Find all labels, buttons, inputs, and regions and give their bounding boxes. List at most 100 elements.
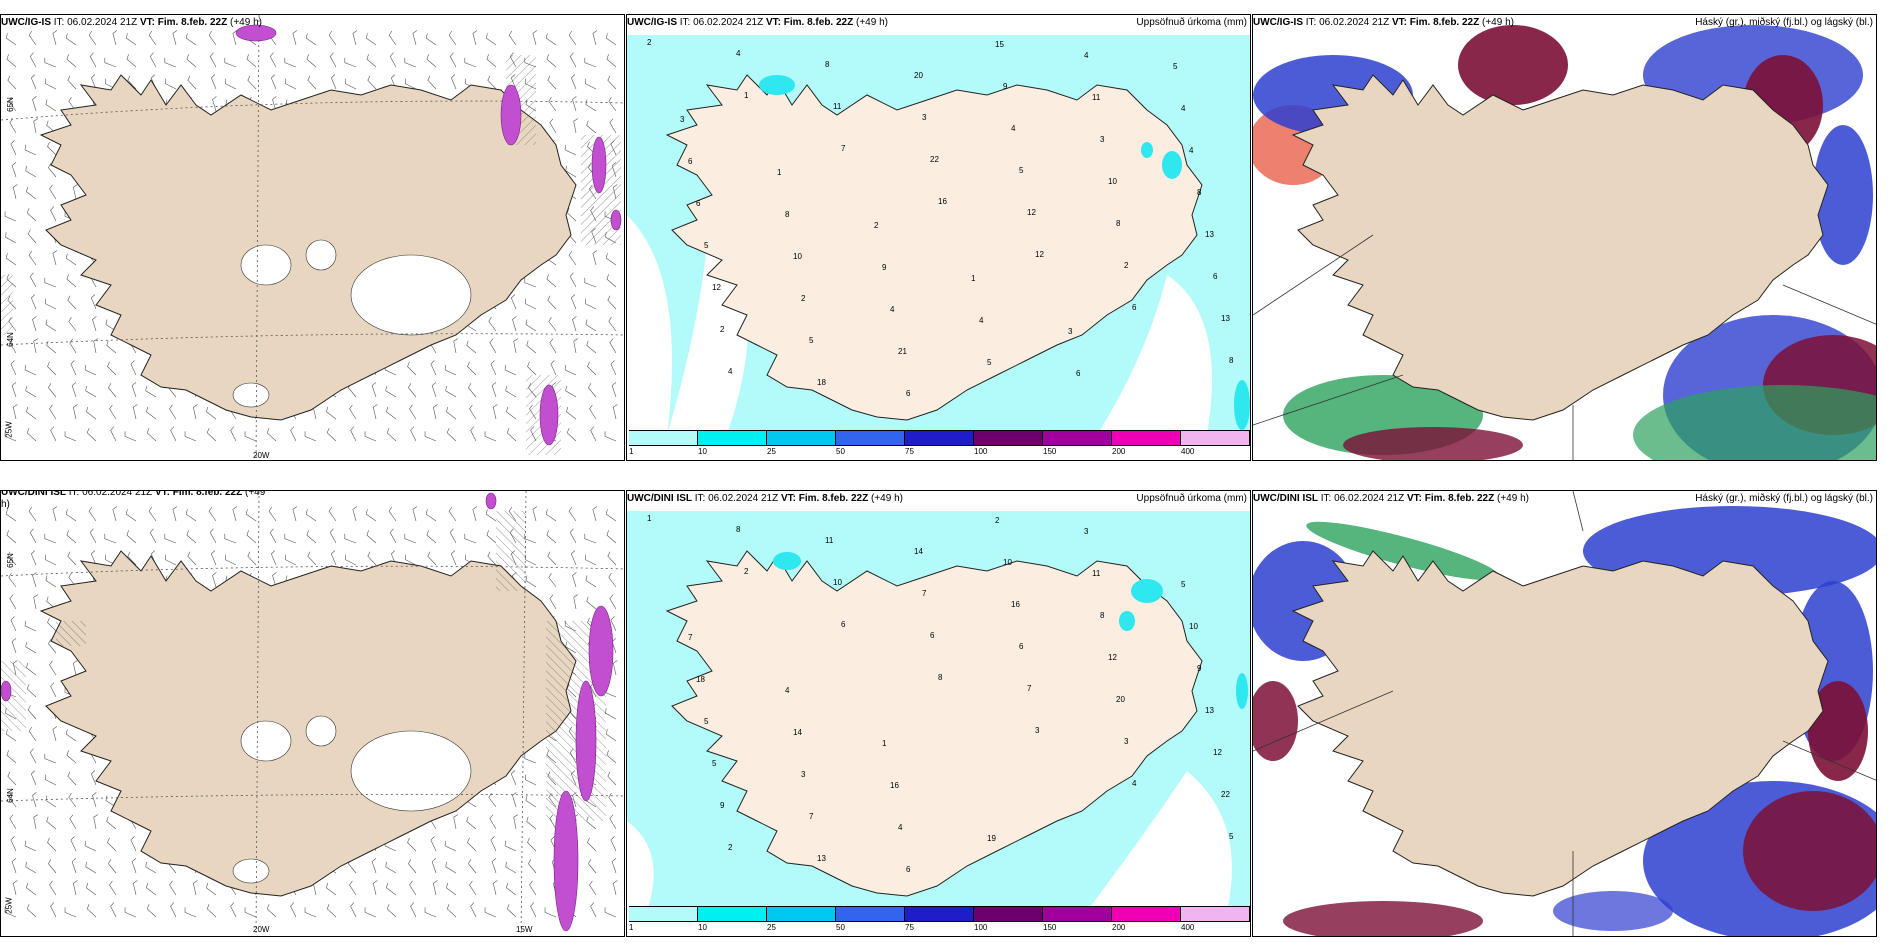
wind-barb <box>453 814 459 830</box>
wind-barb <box>272 96 277 112</box>
wind-barb <box>326 428 337 442</box>
wind-barb <box>270 74 277 90</box>
wind-barb <box>568 250 577 266</box>
wind-barb <box>6 530 17 544</box>
wind-barb <box>104 533 117 544</box>
wind-barb <box>90 770 97 786</box>
wind-barb <box>609 594 617 610</box>
wind-barb <box>72 404 78 420</box>
precip-value: 4 <box>1084 51 1089 60</box>
wind-barb <box>124 907 137 918</box>
wind-barb <box>408 383 417 398</box>
precip-value: 5 <box>712 759 717 768</box>
wind-barb <box>505 385 517 398</box>
wind-barb <box>612 404 618 420</box>
precip-value: 11 <box>1092 569 1101 578</box>
wind-barb <box>110 902 117 918</box>
wind-barb <box>86 882 97 896</box>
wind-barb <box>270 550 277 566</box>
wind-barb <box>48 859 57 874</box>
panel-title-right: Uppsöfnuð úrkoma (mm) <box>1136 493 1247 504</box>
wind-barb <box>104 57 117 68</box>
precip-value: 5 <box>704 717 709 726</box>
wind-barb <box>449 52 457 68</box>
wind-barb <box>492 880 498 896</box>
wind-barb <box>585 575 597 588</box>
wind-barb <box>366 54 377 68</box>
wind-barb <box>572 572 577 588</box>
precip-value: 3 <box>801 770 806 779</box>
wind-barb <box>547 295 557 310</box>
wind-barb <box>26 208 37 222</box>
wind-barb <box>326 406 337 420</box>
wind-barb <box>164 78 177 90</box>
wind-barb <box>47 361 57 376</box>
wind-barb <box>404 533 417 544</box>
wind-barb <box>549 118 557 134</box>
wind-barb <box>71 858 77 874</box>
precip-value: 5 <box>1019 166 1024 175</box>
wind-barb <box>609 814 617 830</box>
wind-barb <box>84 840 97 852</box>
wind-barb <box>30 770 37 786</box>
wind-barb <box>412 506 418 522</box>
wind-barb <box>208 30 217 46</box>
wind-barb <box>27 705 37 720</box>
precip-value: 6 <box>841 620 846 629</box>
wind-barb <box>492 404 498 420</box>
wind-barb <box>611 382 617 398</box>
wind-barb <box>9 814 17 830</box>
wind-barb <box>268 506 277 522</box>
wind-barb <box>610 616 617 632</box>
wind-barb <box>584 78 597 90</box>
wind-barb <box>389 52 397 68</box>
wind-barb <box>8 573 17 588</box>
precip-value: 3 <box>1084 527 1089 536</box>
wind-barb <box>489 814 497 830</box>
wind-barb <box>170 902 177 918</box>
wind-barb <box>513 338 519 354</box>
wind-barb <box>610 360 617 376</box>
wind-barb <box>588 859 597 874</box>
lon-label-25: 25W <box>4 897 14 914</box>
purple-icing <box>1 492 614 932</box>
colorbar-tick-label: 10 <box>698 447 707 456</box>
panel-header: UWC/IG-IS IT: 06.02.2024 21Z VT: Fim. 8.… <box>1 17 262 28</box>
precip-value: 3 <box>1100 135 1105 144</box>
wind-barb <box>192 404 198 420</box>
wind-barb <box>527 361 537 376</box>
wind-barb <box>65 253 77 266</box>
wind-barb <box>206 882 217 896</box>
wind-barb <box>145 861 157 874</box>
wind-barb <box>47 141 57 156</box>
precip-value: 11 <box>825 536 834 545</box>
wind-barb <box>467 837 477 852</box>
wind-barb <box>584 533 597 544</box>
glacier <box>350 730 472 812</box>
colorbar-tick-label: 400 <box>1181 447 1195 456</box>
lon-label-20: 20W <box>253 451 270 460</box>
wind-barb <box>530 902 537 918</box>
wind-barb <box>246 54 257 68</box>
precip-value: 22 <box>1221 790 1230 799</box>
wind-barb <box>424 431 437 442</box>
wind-barb <box>44 78 57 90</box>
colorbar-swatch <box>905 907 974 921</box>
wind-barb <box>488 317 497 332</box>
wind-barb <box>90 74 97 90</box>
cloud-map <box>1253 25 1876 460</box>
wind-barb <box>107 837 117 852</box>
wind-barb <box>64 431 77 442</box>
precip-value: 18 <box>817 378 826 387</box>
wind-barb <box>592 250 598 266</box>
wind-barb <box>605 253 617 266</box>
wind-barb <box>573 118 579 134</box>
wind-barb <box>506 882 517 896</box>
wind-barb <box>305 33 317 46</box>
wind-barb <box>210 74 217 90</box>
precip-cells <box>759 75 1250 430</box>
wind-barb <box>608 317 617 332</box>
wind-barb <box>513 814 519 830</box>
wind-barb <box>504 840 517 852</box>
precip-colorbar <box>629 906 1250 922</box>
